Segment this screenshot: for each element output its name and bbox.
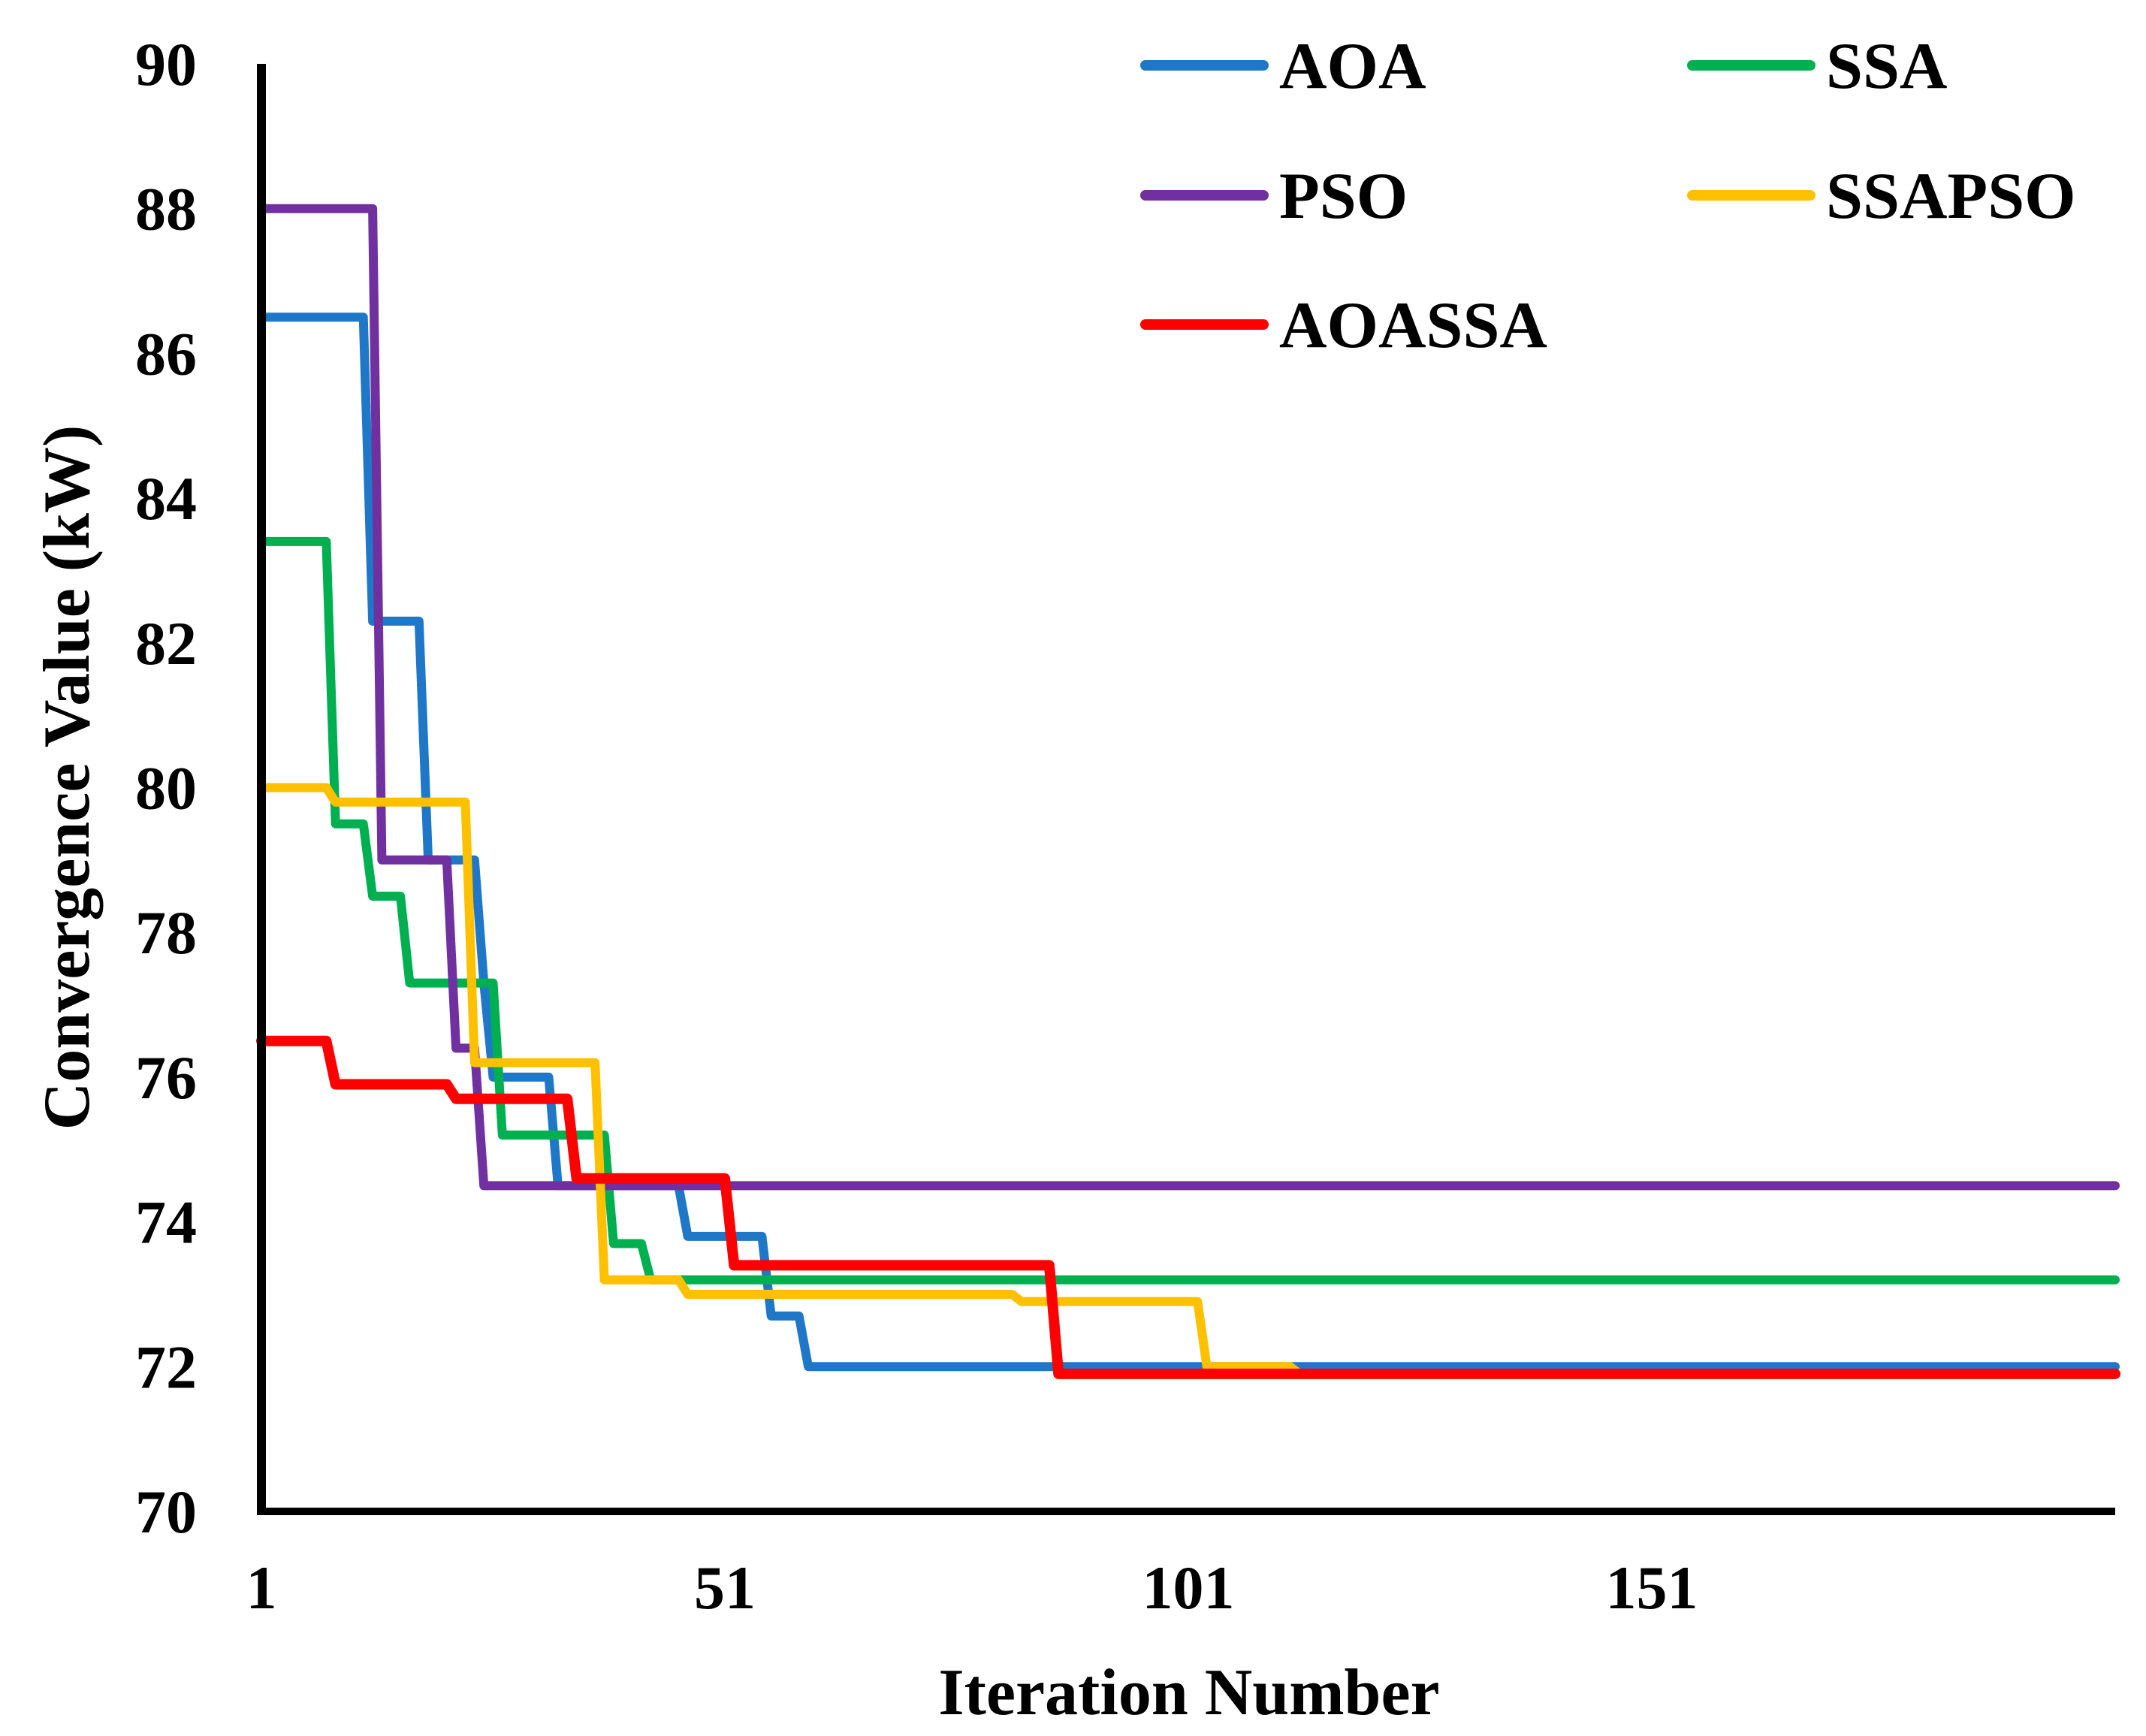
legend-label: PSO [1279,160,1408,233]
y-tick-label: 86 [135,319,197,388]
y-tick-label: 76 [135,1043,197,1112]
axes-layer [257,64,2115,1515]
x-axis-title: Iteration Number [938,1656,1439,1729]
legend-entry-pso: PSO [1140,160,1408,233]
legend-entry-aoassa: AOASSA [1140,289,1547,362]
legend-label: AOA [1279,30,1426,103]
y-axis-title: Convergence Value (kW) [31,425,104,1131]
series-line-aoa [257,312,2120,1372]
y-tick-label: 72 [135,1333,197,1401]
series-line-ssa [257,536,2120,1285]
legend-entry-ssapso: SSAPSO [1687,160,2076,233]
y-tick-label: 88 [135,175,197,243]
x-tick-label: 151 [1606,1553,1698,1622]
series-line-pso [257,204,2120,1191]
series-line-ssapso [257,783,2120,1378]
series-line-aoassa [256,1035,2120,1379]
x-tick-label: 51 [694,1553,756,1622]
y-tick-label: 82 [135,609,197,678]
legend-label: SSAPSO [1826,160,2076,233]
x-tick-label: 1 [246,1553,277,1622]
y-tick-label: 70 [135,1478,197,1546]
y-tick-label: 78 [135,898,197,967]
legend-entry-ssa: SSA [1687,30,1947,103]
y-tick-label: 84 [135,464,197,533]
legend-label: AOASSA [1279,289,1547,362]
legend-entry-aoa: AOA [1140,30,1426,103]
y-tick-label: 74 [135,1188,197,1257]
legend-label: SSA [1826,30,1947,103]
series-layer [256,204,2120,1379]
y-tick-label: 80 [135,754,197,823]
y-tick-label: 90 [135,30,197,98]
x-tick-label: 101 [1142,1553,1235,1622]
